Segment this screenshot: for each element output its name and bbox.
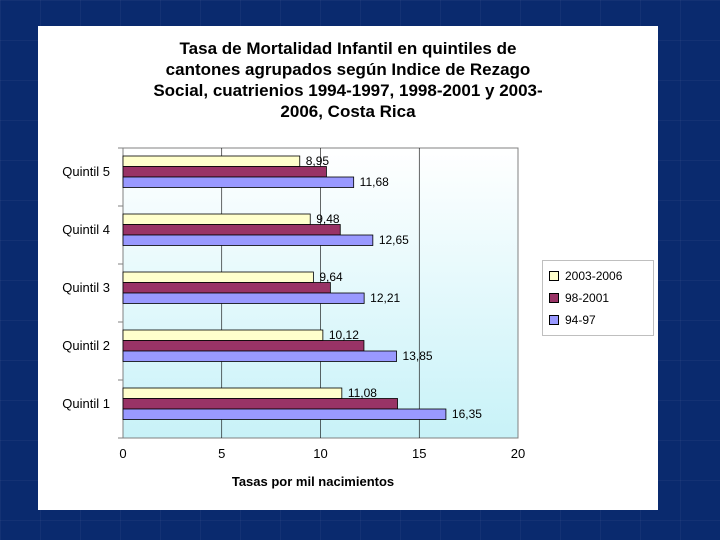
- bar: [122, 350, 397, 362]
- bar-value-label: 12,21: [370, 291, 400, 305]
- legend-item: 94-97: [549, 309, 647, 331]
- bar-value-label: 13,85: [403, 349, 433, 363]
- bar: [122, 340, 365, 352]
- chart-legend: 2003-2006 98-2001 94-97: [542, 260, 654, 336]
- bar-value-label: 16,35: [452, 407, 482, 421]
- legend-swatch: [549, 293, 559, 303]
- bar: [122, 408, 447, 420]
- bar-chart: 0 5 10 15 20 Quintil 5 8,95 11,68 Quintil 4 9,48 1…: [62, 147, 525, 461]
- legend-swatch: [549, 271, 559, 281]
- chart-title: Tasa de Mortalidad Infantil en quintiles…: [153, 39, 543, 121]
- bar: [122, 387, 343, 399]
- bar: [122, 155, 301, 167]
- bar-value-label: 11,68: [360, 175, 389, 189]
- bar: [122, 271, 314, 283]
- x-tick-label: 20: [511, 446, 525, 461]
- legend-item: 2003-2006: [549, 265, 647, 287]
- legend-label: 94-97: [565, 313, 596, 327]
- bar-value-label: 9,48: [316, 212, 340, 226]
- bar-value-label: 10,12: [329, 328, 359, 342]
- category-label: Quintil 2: [62, 338, 110, 353]
- bar: [122, 292, 365, 304]
- bar-value-label: 9,64: [319, 270, 343, 284]
- bar: [122, 213, 311, 225]
- category-label: Quintil 4: [62, 222, 110, 237]
- bar: [122, 234, 374, 246]
- bar: [122, 224, 341, 236]
- bar-value-label: 11,08: [348, 386, 377, 400]
- x-tick-label: 10: [313, 446, 327, 461]
- bar-value-label: 8,95: [306, 154, 330, 168]
- bar: [122, 329, 324, 341]
- chart-panel: 0 5 10 15 20 Quintil 5 8,95 11,68 Quintil 4 9,48 1…: [38, 26, 658, 510]
- category-label: Quintil 3: [62, 280, 110, 295]
- bar: [122, 166, 327, 178]
- legend-label: 2003-2006: [565, 269, 623, 283]
- legend-label: 98-2001: [565, 291, 610, 305]
- category-label: Quintil 1: [62, 396, 110, 411]
- legend-swatch: [549, 315, 559, 325]
- x-axis-label: Tasas por mil nacimientos: [231, 474, 395, 489]
- x-tick-label: 0: [119, 446, 126, 461]
- legend-item: 98-2001: [549, 287, 647, 309]
- x-tick-label: 15: [412, 446, 426, 461]
- bar: [122, 282, 331, 294]
- bar: [122, 176, 355, 188]
- bar: [122, 398, 398, 410]
- category-label: Quintil 5: [62, 164, 110, 179]
- bar-value-label: 12,65: [379, 233, 409, 247]
- x-tick-label: 5: [218, 446, 225, 461]
